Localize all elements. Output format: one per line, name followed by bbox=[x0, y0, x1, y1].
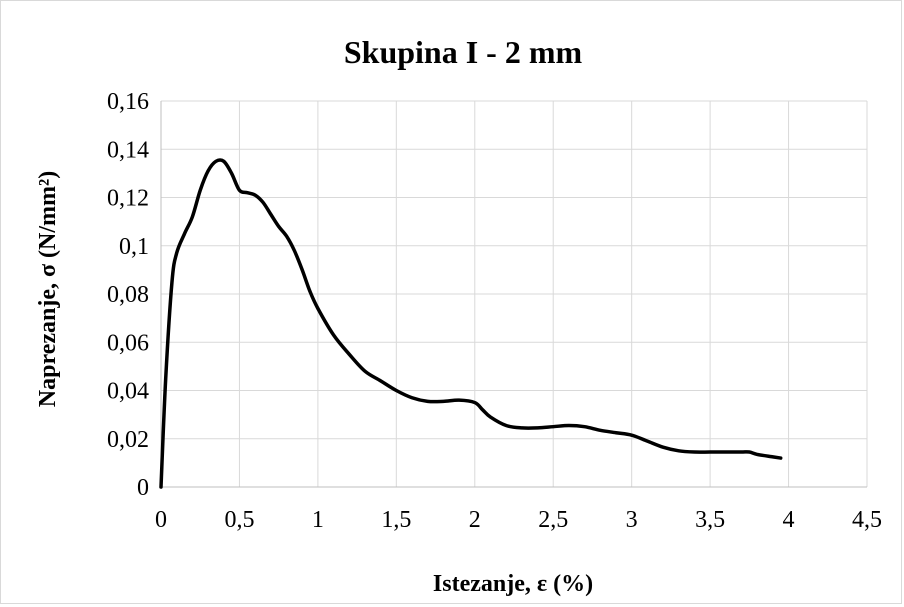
y-tick-label: 0,14 bbox=[107, 137, 149, 163]
series-line bbox=[159, 158, 783, 489]
x-tick-label: 3 bbox=[626, 507, 638, 533]
y-tick-label: 0,16 bbox=[107, 89, 149, 115]
chart-title: Skupina I - 2 mm bbox=[344, 34, 583, 70]
y-tick-labels: 0 0,02 0,04 0,06 0,08 0,1 0,12 0,14 0,16 bbox=[107, 89, 149, 501]
x-tick-label: 2,5 bbox=[538, 507, 568, 533]
y-tick-label: 0,08 bbox=[107, 282, 149, 308]
y-tick-label: 0,02 bbox=[107, 427, 149, 453]
x-tick-label: 1,5 bbox=[381, 507, 411, 533]
axes bbox=[160, 101, 867, 488]
y-axis-title: Naprezanje, σ (N/mm²) bbox=[35, 171, 61, 407]
series-layer bbox=[159, 158, 783, 489]
x-tick-label: 2 bbox=[469, 507, 481, 533]
y-tick-label: 0,06 bbox=[107, 330, 149, 356]
y-tick-label: 0 bbox=[137, 475, 149, 501]
y-tick-label: 0,12 bbox=[107, 186, 149, 212]
x-tick-label: 4 bbox=[783, 507, 795, 533]
x-tick-label: 4,5 bbox=[852, 507, 882, 533]
x-axis-title: Istezanje, ε (%) bbox=[433, 571, 593, 597]
x-tick-label: 0,5 bbox=[224, 507, 254, 533]
x-tick-label: 0 bbox=[155, 507, 167, 533]
y-tick-label: 0,1 bbox=[119, 234, 149, 260]
x-tick-label: 1 bbox=[312, 507, 324, 533]
x-tick-labels: 0 0,5 1 1,5 2 2,5 3 3,5 4 4,5 bbox=[155, 507, 882, 533]
y-tick-label: 0,04 bbox=[107, 379, 149, 405]
x-tick-label: 3,5 bbox=[695, 507, 725, 533]
gridlines bbox=[161, 100, 868, 487]
